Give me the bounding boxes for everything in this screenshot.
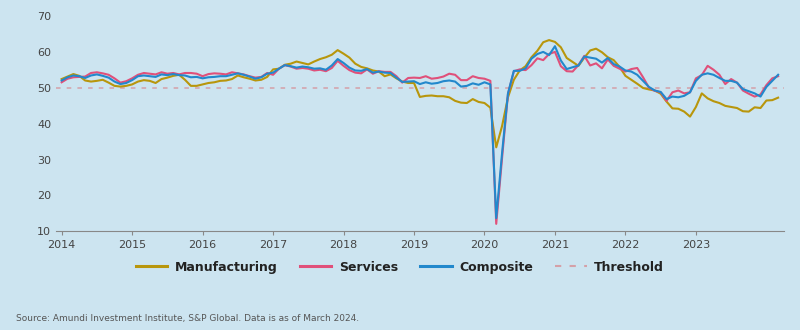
Legend: Manufacturing, Services, Composite, Threshold: Manufacturing, Services, Composite, Thre… <box>131 256 669 279</box>
Text: Source: Amundi Investment Institute, S&P Global. Data is as of March 2024.: Source: Amundi Investment Institute, S&P… <box>16 314 359 323</box>
